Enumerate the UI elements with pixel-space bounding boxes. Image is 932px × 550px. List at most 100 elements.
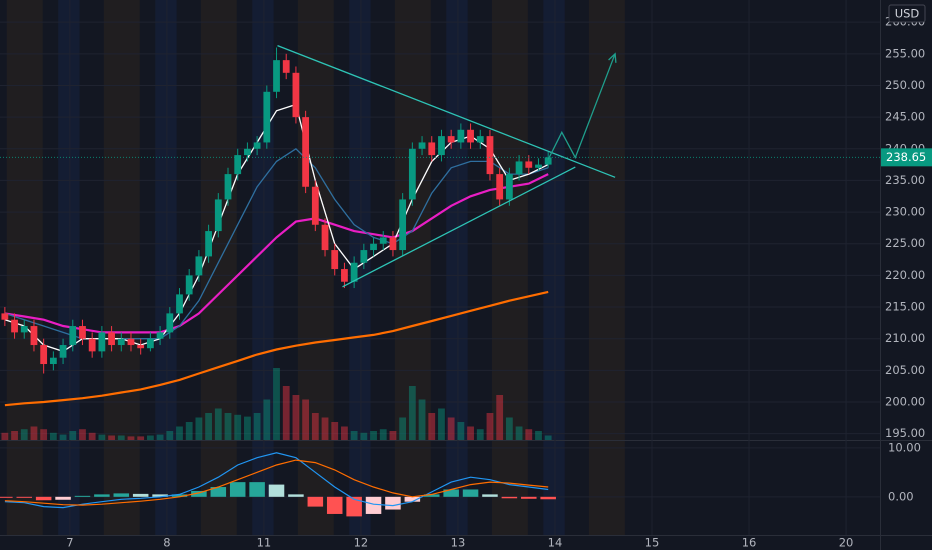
session-bands: [6, 0, 625, 535]
volume-bar: [370, 431, 377, 440]
y-tick-label: 210.00: [885, 331, 925, 345]
volume-bar: [399, 417, 407, 440]
macd-histogram-bar: [16, 496, 33, 498]
candle-body: [234, 155, 242, 175]
volume-bar: [535, 431, 542, 440]
trendline: [547, 53, 616, 160]
macd-histogram-bar: [229, 482, 246, 497]
volume-bar: [49, 432, 57, 440]
volume-bar: [146, 435, 154, 440]
volume-bar: [59, 434, 67, 440]
volume-bar: [20, 429, 28, 440]
candle-body: [457, 129, 465, 143]
macd-histogram-bar: [462, 489, 479, 497]
moving-average: [4, 173, 549, 334]
macd-histogram-bar: [346, 496, 362, 517]
macd-histogram-bar: [288, 494, 304, 497]
volume-bar: [273, 368, 280, 440]
candle-body: [11, 319, 18, 333]
candle-body: [127, 338, 135, 346]
macd-histogram-bar: [540, 496, 556, 500]
candle-body: [59, 345, 67, 358]
candle-body: [108, 332, 115, 346]
volume-bar: [98, 434, 106, 440]
y-tick-label: 235.00: [885, 173, 925, 187]
candle-body: [428, 142, 436, 156]
y-tick-label: 225.00: [885, 236, 925, 250]
candle-body: [117, 338, 125, 346]
candle-body: [350, 262, 358, 282]
macd-histogram-bar: [385, 496, 401, 510]
volume-bar: [418, 399, 426, 440]
macd-histogram-bar: [210, 487, 227, 497]
volume-bar: [321, 417, 329, 440]
candle-body: [263, 91, 271, 143]
candle-body: [195, 256, 203, 276]
candle-body: [244, 148, 251, 156]
volume-bar: [176, 426, 183, 440]
session-band: [349, 0, 371, 535]
volume-bar: [166, 431, 174, 440]
y-tick-label: 205.00: [885, 363, 925, 377]
candle-body: [98, 332, 106, 352]
macd-histogram-bar: [55, 496, 71, 500]
volume-bar: [88, 432, 96, 440]
session-band: [6, 0, 43, 535]
candle-body: [214, 199, 222, 232]
macd-histogram-bar: [404, 496, 421, 502]
candle-body: [253, 142, 261, 149]
volume-bar: [341, 426, 348, 440]
candle-body: [166, 313, 174, 333]
candle-body: [205, 231, 212, 257]
candle-body: [476, 136, 484, 143]
session-band: [103, 0, 140, 535]
volume-bar: [263, 399, 271, 440]
candle-body: [370, 243, 377, 251]
candle-body: [137, 345, 145, 349]
arrow-head: [608, 52, 617, 63]
y-tick-label: 220.00: [885, 268, 925, 282]
session-band: [588, 0, 625, 535]
session-band: [155, 0, 177, 535]
trendline: [277, 44, 616, 178]
candle-body: [515, 161, 523, 175]
y-tick-label: 215.00: [885, 300, 925, 314]
currency: USD: [895, 7, 920, 21]
macd-histogram-bar: [132, 493, 149, 497]
moving-average: [4, 290, 549, 407]
x-tick-label: 7: [66, 536, 73, 550]
volume-bar: [350, 431, 358, 440]
macd-histogram-bar: [94, 494, 110, 497]
x-tick-label: 15: [645, 536, 660, 550]
x-tick-label: 16: [742, 536, 757, 550]
macd-histogram-bar: [0, 496, 13, 498]
macd-histogram-bar: [249, 482, 265, 497]
candle-body: [176, 294, 183, 314]
volume-bar: [205, 413, 212, 440]
candle-body: [486, 136, 494, 175]
y-tick-label: 250.00: [885, 78, 925, 92]
macd-histogram-bar: [326, 496, 343, 514]
candle-body: [224, 174, 232, 200]
macd-histogram-bar: [307, 496, 324, 507]
macd-histogram-bar: [521, 496, 537, 499]
macd-histogram-bar: [171, 494, 188, 497]
y-tick-label: 255.00: [885, 46, 925, 60]
macd-histogram-bar: [268, 484, 285, 497]
candle-body: [185, 275, 193, 295]
volume-bar: [244, 416, 251, 440]
last-price-label: 238.65: [886, 150, 926, 164]
volume-bar: [108, 435, 115, 440]
macd-histogram-bar: [191, 490, 207, 497]
volume-bar: [234, 414, 242, 440]
x-tick-label: 8: [163, 536, 170, 550]
y-tick-label: 200.00: [885, 395, 925, 409]
candle-body: [467, 129, 474, 143]
currency-box[interactable]: [888, 4, 926, 23]
candle-body: [341, 269, 348, 282]
session-band: [200, 0, 237, 535]
volume-bar: [408, 386, 416, 440]
trendline: [342, 166, 576, 288]
volume-bar: [185, 422, 193, 440]
volume-bar: [379, 429, 387, 440]
